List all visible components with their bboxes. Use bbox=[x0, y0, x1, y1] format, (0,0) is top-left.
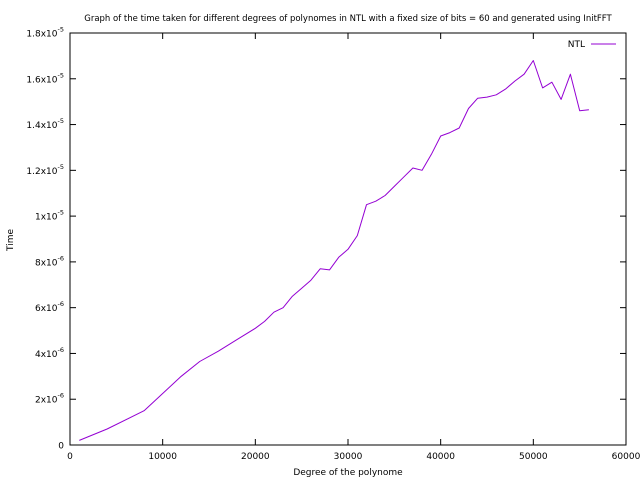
y-tick-label: 1.8x10-5 bbox=[26, 26, 64, 40]
legend-label: NTL bbox=[568, 40, 585, 50]
y-tick-label: 2x10-6 bbox=[35, 392, 64, 406]
legend: NTL bbox=[568, 40, 616, 50]
y-tick-label: 1.4x10-5 bbox=[26, 117, 64, 131]
y-tick-label: 0 bbox=[58, 442, 64, 452]
y-tick-label: 1.6x10-5 bbox=[26, 71, 64, 85]
x-tick-label: 0 bbox=[67, 452, 73, 462]
x-tick-label: 10000 bbox=[148, 452, 177, 462]
y-tick-label: 4x10-6 bbox=[35, 346, 64, 360]
series-layer bbox=[79, 60, 589, 441]
y-axis: 0 2x10-6 4x10-6 6x10-6 8x10-6 1x10-5 1.2x10-5 1… bbox=[26, 26, 626, 452]
y-tick-label: 6x10-6 bbox=[35, 300, 64, 314]
x-axis: 0 10000 20000 30000 40000 50000 60000 bbox=[67, 33, 640, 462]
y-tick-label: 1x10-5 bbox=[35, 209, 64, 223]
x-tick-label: 60000 bbox=[612, 452, 640, 462]
plot-frame bbox=[69, 32, 627, 446]
x-tick-label: 40000 bbox=[426, 452, 455, 462]
series-line-ntl bbox=[79, 60, 589, 441]
y-axis-title: Time bbox=[6, 229, 16, 252]
chart-title: Graph of the time taken for different de… bbox=[84, 14, 612, 24]
x-tick-label: 20000 bbox=[241, 452, 270, 462]
x-tick-label: 50000 bbox=[519, 452, 548, 462]
x-tick-label: 30000 bbox=[334, 452, 363, 462]
y-tick-label: 1.2x10-5 bbox=[26, 163, 64, 177]
x-axis-title: Degree of the polynome bbox=[293, 468, 403, 478]
y-tick-label: 8x10-6 bbox=[35, 254, 64, 268]
